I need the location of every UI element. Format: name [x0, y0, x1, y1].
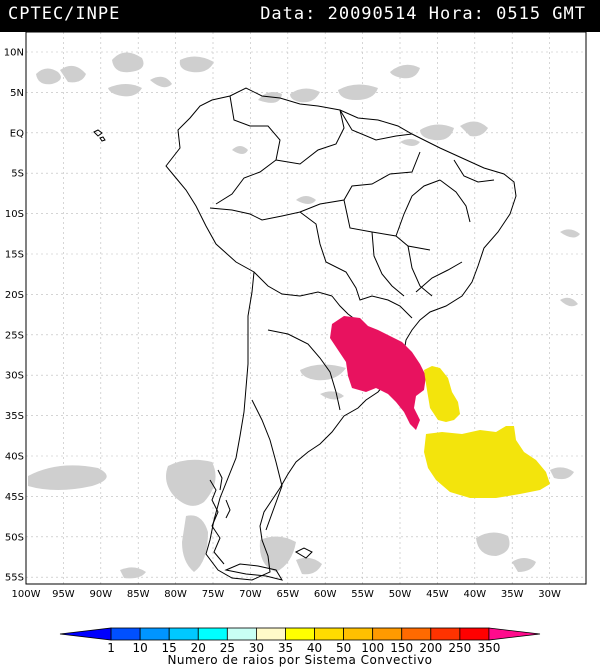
convective-system-yellow-north [424, 366, 460, 422]
convective-system-magenta [330, 316, 426, 430]
legend-tick-label: 350 [477, 641, 500, 655]
legend-tick-label: 100 [361, 641, 384, 655]
lat-label: 25S [5, 330, 24, 341]
legend-tick-label: 150 [390, 641, 413, 655]
legend-swatch [285, 627, 315, 641]
legend-tick-label: 250 [448, 641, 471, 655]
lat-label: 20S [5, 290, 24, 301]
lon-label: 50W [389, 589, 412, 600]
legend-tick-label: 1 [107, 641, 115, 655]
legend-swatch [401, 627, 432, 641]
legend-tick-label: 15 [162, 641, 177, 655]
legend-tick-label: 20 [191, 641, 206, 655]
lat-label: EQ [10, 128, 24, 139]
lat-label: 5S [11, 169, 24, 180]
legend-swatch [343, 627, 374, 641]
state-borders [299, 151, 495, 297]
legend-tick-label: 200 [419, 641, 442, 655]
lat-label: 10S [5, 209, 24, 220]
lon-label: 90W [89, 589, 112, 600]
tierra-del-fuego [224, 563, 284, 581]
lon-label: 35W [501, 589, 524, 600]
legend-tick-label: 50 [336, 641, 351, 655]
legend-swatch [226, 627, 257, 641]
legend-swatch [430, 627, 461, 641]
lat-label: 35S [5, 411, 24, 422]
legend-swatch [197, 627, 228, 641]
lat-label: 50S [5, 532, 24, 543]
lon-label: 55W [351, 589, 374, 600]
lon-label: 95W [52, 589, 75, 600]
legend-swatch [372, 627, 403, 641]
map-background [26, 32, 586, 584]
legend-swatch [139, 627, 170, 641]
lon-label: 40W [463, 589, 486, 600]
chile-fjords [209, 469, 231, 565]
lat-label: 10N [4, 48, 24, 59]
lon-label: 75W [202, 589, 225, 600]
lon-label: 80W [164, 589, 187, 600]
galapagos [93, 129, 106, 142]
legend-swatch [488, 627, 541, 641]
coastline [93, 87, 517, 581]
lon-label: 70W [239, 589, 262, 600]
lon-label: 45W [426, 589, 449, 600]
legend-title: Numero de raios por Sistema Convectivo [167, 653, 432, 667]
lon-label: 30W [538, 589, 561, 600]
lon-label: 85W [127, 589, 150, 600]
south-america-outline [165, 87, 517, 581]
lat-label: 40S [5, 452, 24, 463]
legend-swatch [255, 627, 286, 641]
lat-label: 30S [5, 371, 24, 382]
lat-label: 45S [5, 492, 24, 503]
convective-systems [330, 316, 550, 498]
lat-label: 5N [10, 88, 24, 99]
latitude-labels: 10N 5N EQ 5S 10S 15S 20S 25S 30S 35S 40S 45S 50S 55S [4, 48, 24, 584]
legend-swatch [59, 627, 112, 641]
lon-label: 65W [276, 589, 299, 600]
legend-swatch [459, 627, 490, 641]
legend-tick-label: 10 [132, 641, 147, 655]
lon-label: 60W [314, 589, 337, 600]
longitude-labels: 100W 95W 90W 85W 80W 75W 70W 65W 60W 55W 50W 45W 40W… [12, 589, 562, 600]
lat-label: 55S [5, 573, 24, 584]
header-bar: CPTEC/INPE Data: 20090514 Hora: 0515 GMT [0, 0, 600, 32]
legend-swatch [110, 627, 141, 641]
legend-swatch [314, 627, 344, 641]
legend-swatch [168, 627, 199, 641]
legend-tick-label: 25 [220, 641, 235, 655]
datetime-label: Data: 20090514 Hora: 0515 GMT [260, 4, 586, 24]
falkland-islands [294, 547, 313, 559]
legend: 1 10 15 20 25 30 35 40 50 100 150 200 250 350 [59, 627, 541, 655]
legend-tick-label: 30 [249, 641, 264, 655]
lon-label: 100W [12, 589, 41, 600]
map-frame [25, 31, 587, 585]
legend-tick-label: 40 [307, 641, 322, 655]
convective-system-yellow-south [424, 426, 550, 498]
agency-label: CPTEC/INPE [8, 4, 121, 24]
legend-tick-label: 35 [278, 641, 293, 655]
lat-label: 15S [5, 250, 24, 261]
